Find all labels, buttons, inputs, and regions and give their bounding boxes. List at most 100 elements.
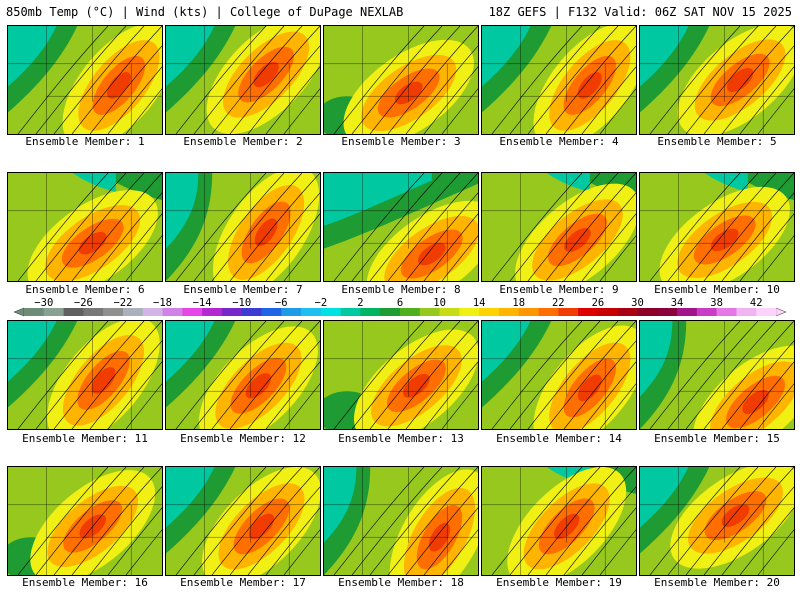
ensemble-panel-7[interactable] (165, 172, 321, 282)
ensemble-panel-2[interactable] (165, 25, 321, 135)
ensemble-panel-18[interactable] (323, 466, 479, 576)
cold-core (8, 321, 57, 382)
colorbar-tick-label: 34 (671, 297, 684, 309)
ensemble-panel-14[interactable] (481, 320, 637, 430)
wind-streamlines (175, 467, 320, 575)
cold-core (640, 26, 689, 87)
colorbar-tick-label: −26 (74, 297, 93, 309)
colorbar-swatch (261, 308, 282, 316)
colorbar-swatch (360, 308, 381, 316)
temperature-map (166, 26, 320, 134)
ensemble-label-7: Ensemble Member: 7 (183, 283, 303, 296)
colorbar-swatch (498, 308, 520, 316)
colorbar-tick-label: 6 (397, 297, 403, 309)
ensemble-panel-15[interactable] (639, 320, 795, 430)
warm-contour-band (245, 373, 272, 399)
wind-streamlines (491, 321, 636, 429)
colorbar-tick-label: −6 (275, 297, 288, 309)
colorbar-tick-label: −10 (232, 297, 251, 309)
wind-streamlines (175, 173, 320, 281)
colorbar-swatch (419, 308, 440, 316)
temperature-map (166, 173, 320, 281)
temperature-map (166, 467, 320, 575)
warm-contour-band (417, 242, 446, 266)
ensemble-panel-20[interactable] (639, 466, 795, 576)
wind-streamlines (491, 173, 636, 281)
colorbar-swatch (558, 308, 579, 316)
colorbar-tick-label: 22 (552, 297, 565, 309)
colorbar-tick-label: 38 (710, 297, 723, 309)
colorbar-swatch (696, 308, 717, 316)
ensemble-panel-10[interactable] (639, 172, 795, 282)
warm-contour-band (403, 373, 430, 398)
ensemble-panel-16[interactable] (7, 466, 163, 576)
ensemble-label-6: Ensemble Member: 6 (25, 283, 145, 296)
cold-core (324, 173, 432, 226)
ensemble-label-15: Ensemble Member: 15 (654, 432, 780, 445)
colorbar-swatch (617, 308, 638, 316)
cold-core (166, 467, 215, 528)
colorbar-swatch (162, 308, 183, 316)
ensemble-label-1: Ensemble Member: 1 (25, 135, 145, 148)
ensemble-label-2: Ensemble Member: 2 (183, 135, 303, 148)
ensemble-label-11: Ensemble Member: 11 (22, 432, 148, 445)
colorbar-swatch (637, 308, 658, 316)
ensemble-label-4: Ensemble Member: 4 (499, 135, 619, 148)
wind-streamlines (491, 26, 636, 134)
ensemble-panel-5[interactable] (639, 25, 795, 135)
wind-streamlines (175, 26, 320, 134)
ensemble-panel-11[interactable] (7, 320, 163, 430)
ensemble-panel-1[interactable] (7, 25, 163, 135)
colorbar-swatch (756, 308, 777, 316)
temperature-map (482, 26, 636, 134)
colorbar-tick-label: 18 (512, 297, 525, 309)
warm-contour-band (248, 513, 275, 540)
colorbar-tick-label: −14 (193, 297, 212, 309)
wind-streamlines (333, 467, 478, 575)
ensemble-label-18: Ensemble Member: 18 (338, 576, 464, 589)
colorbar-swatch (439, 308, 460, 316)
colorbar-swatch (479, 308, 500, 316)
temperature-map (324, 321, 478, 429)
ensemble-panel-3[interactable] (323, 25, 479, 135)
temperature-map (8, 173, 162, 281)
colorbar-tick-label: 14 (473, 297, 486, 309)
colorbar-swatch (301, 308, 322, 316)
map-title: 850mb Temp (°C) | Wind (kts) | College o… (6, 5, 404, 19)
warm-contour-band (254, 218, 278, 247)
colorbar-swatch (320, 308, 341, 316)
cold-core (482, 321, 531, 382)
ensemble-panel-6[interactable] (7, 172, 163, 282)
colorbar-swatch (63, 308, 84, 316)
colorbar-swatch (24, 308, 45, 316)
model-run-valid-time: 18Z GEFS | F132 Valid: 06Z SAT NOV 15 20… (488, 5, 792, 19)
cold-core (640, 467, 689, 528)
wind-streamlines (649, 26, 794, 134)
temperature-map (482, 321, 636, 429)
ensemble-panel-19[interactable] (481, 466, 637, 576)
wind-streamlines (649, 321, 794, 429)
ensemble-panel-13[interactable] (323, 320, 479, 430)
ensemble-panel-8[interactable] (323, 172, 479, 282)
wind-streamlines (333, 321, 478, 429)
wind-streamlines (649, 173, 794, 281)
ensemble-panel-12[interactable] (165, 320, 321, 430)
temperature-map (640, 173, 794, 281)
colorbar-tick-label: 2 (357, 297, 363, 309)
colorbar-swatch (340, 308, 361, 316)
cold-core (482, 26, 531, 87)
temperature-map (324, 173, 478, 281)
colorbar-swatch (538, 308, 559, 316)
ensemble-label-10: Ensemble Member: 10 (654, 283, 780, 296)
temperature-map (640, 467, 794, 575)
ensemble-panel-17[interactable] (165, 466, 321, 576)
colorbar-swatch (142, 308, 163, 316)
ensemble-panel-4[interactable] (481, 25, 637, 135)
ensemble-panel-9[interactable] (481, 172, 637, 282)
wind-streamlines (175, 321, 320, 429)
colorbar-swatch (202, 308, 223, 316)
cold-core (8, 26, 57, 87)
colorbar-swatch (281, 308, 302, 316)
ensemble-label-13: Ensemble Member: 13 (338, 432, 464, 445)
temperature-map (8, 321, 162, 429)
